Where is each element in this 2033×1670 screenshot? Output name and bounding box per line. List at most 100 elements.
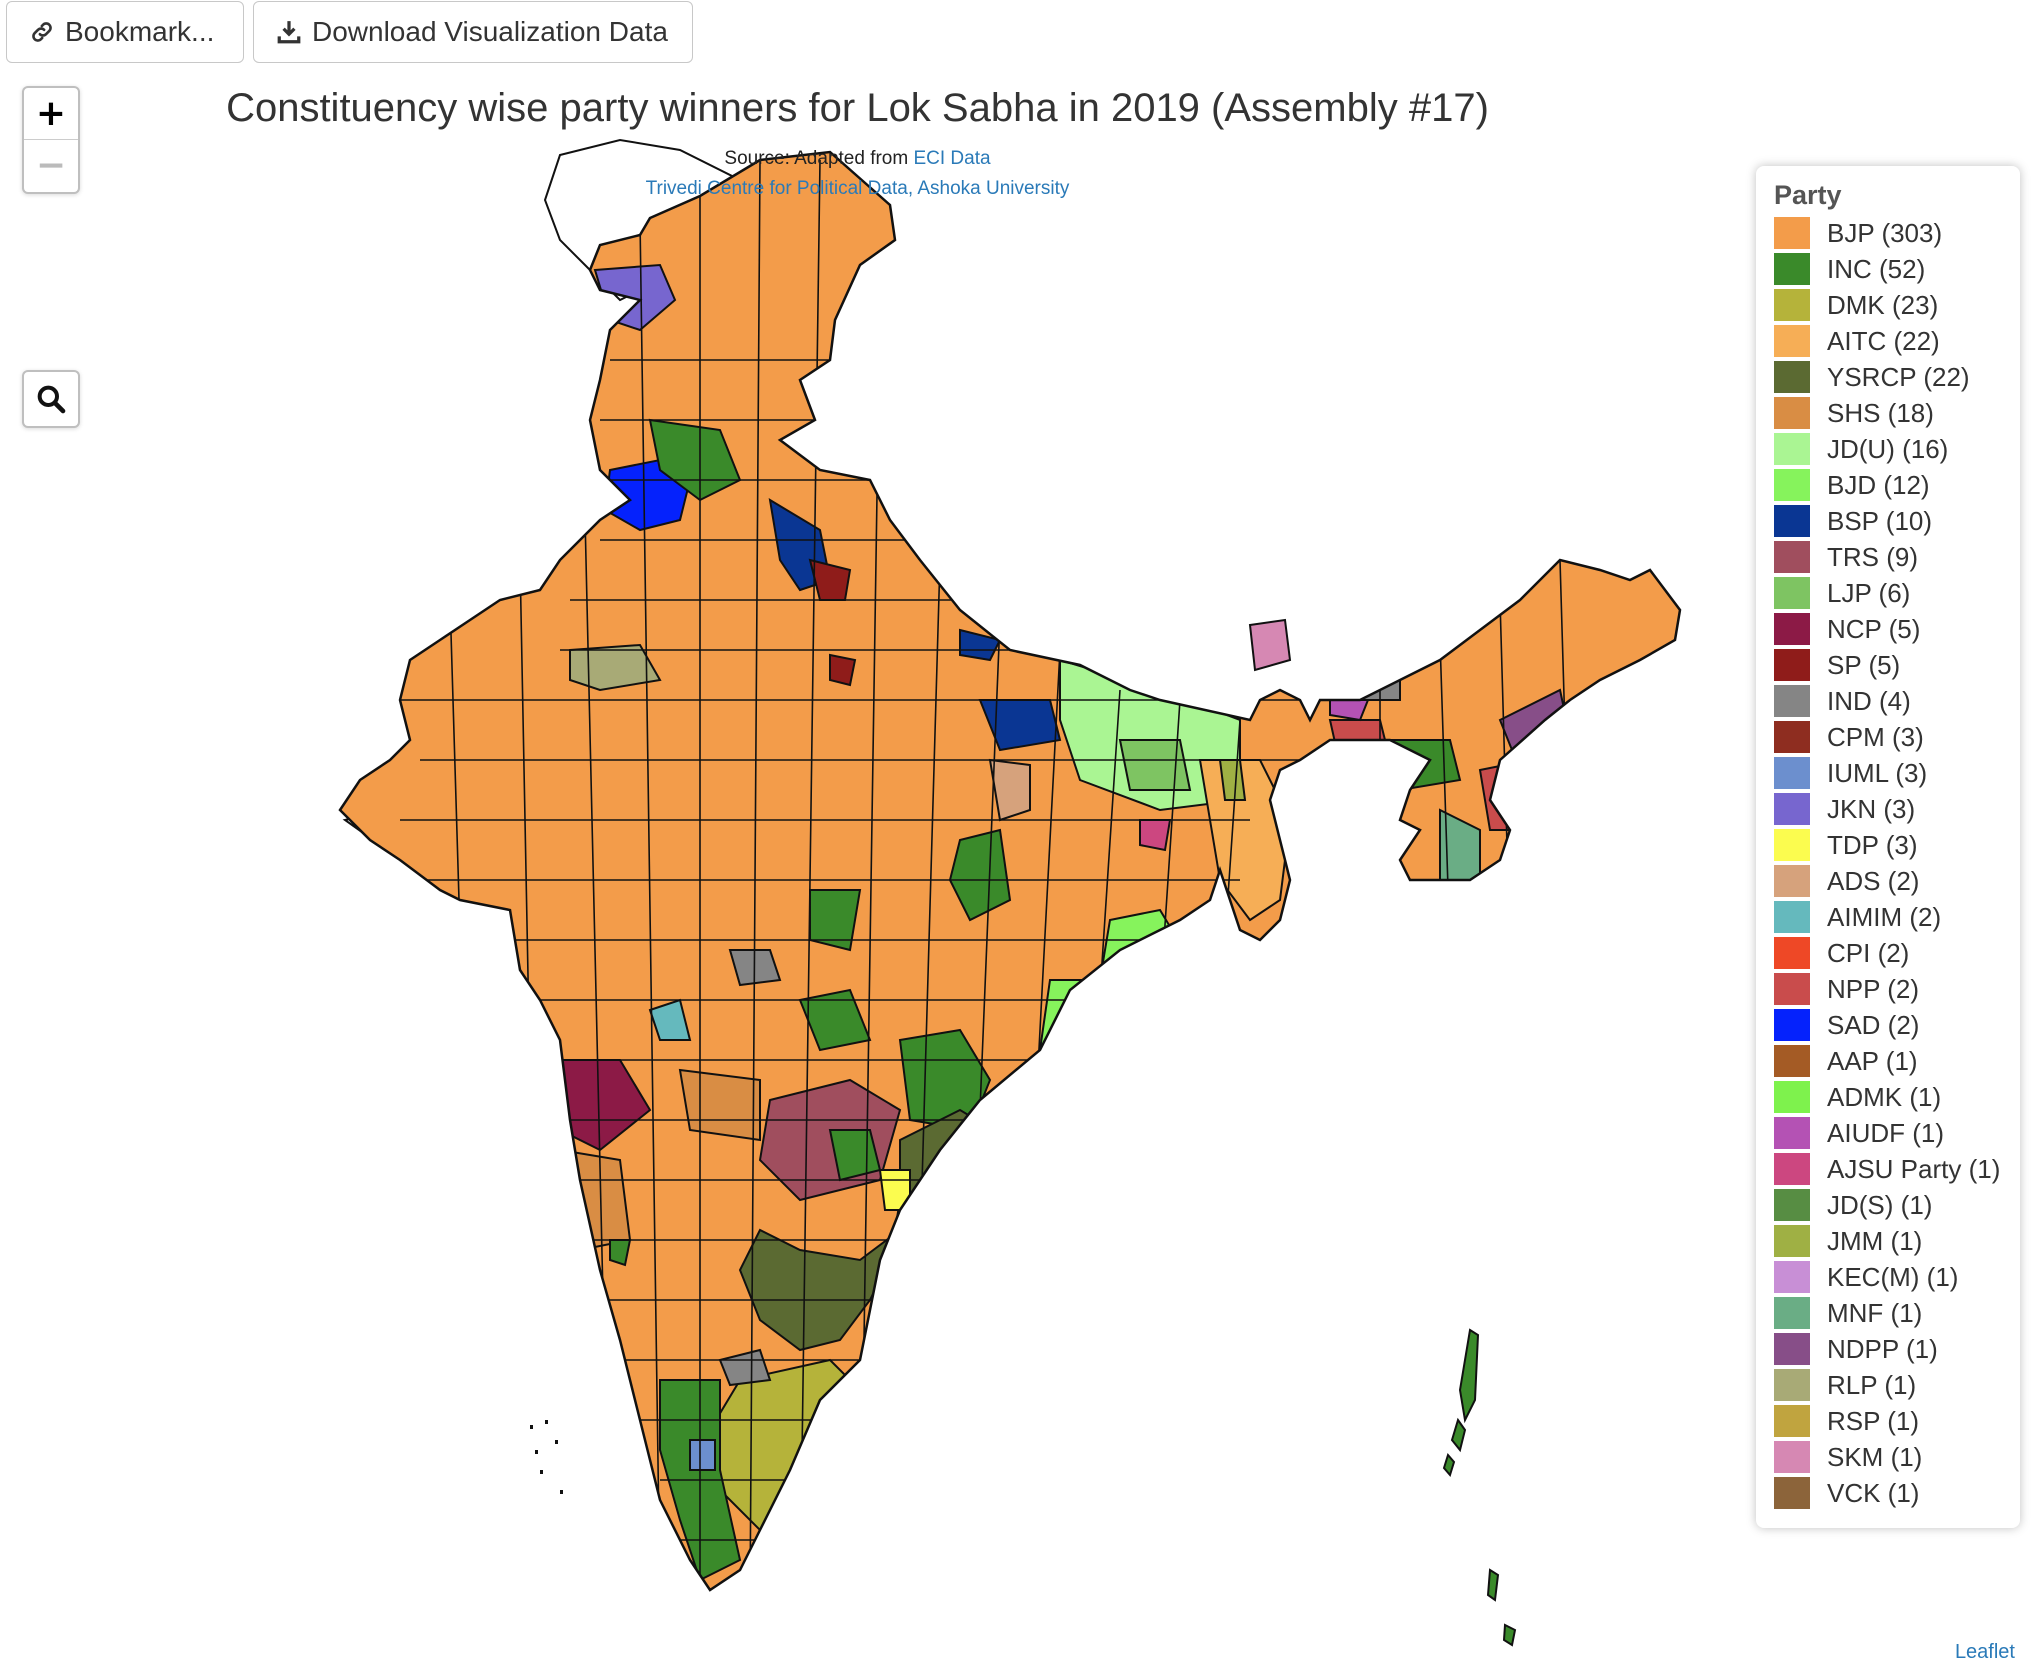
legend-item: INC (52) xyxy=(1774,251,2020,287)
download-data-button[interactable]: Download Visualization Data xyxy=(253,1,693,63)
legend-label: JD(S) (1) xyxy=(1827,1189,1933,1220)
legend-item: SKM (1) xyxy=(1774,1439,2020,1475)
legend-label: CPI (2) xyxy=(1827,937,1910,968)
legend-item: AIMIM (2) xyxy=(1774,899,2020,935)
legend-swatch xyxy=(1774,1225,1810,1257)
legend-item: LJP (6) xyxy=(1774,575,2020,611)
legend-swatch xyxy=(1774,433,1810,465)
legend-swatch xyxy=(1774,1297,1810,1329)
legend-label: CPM (3) xyxy=(1827,721,1924,752)
legend-swatch xyxy=(1774,721,1810,753)
legend-swatch xyxy=(1774,289,1810,321)
source-prefix: Source: Adapted from xyxy=(724,148,914,169)
legend-label: VCK (1) xyxy=(1827,1477,1920,1508)
legend-swatch xyxy=(1774,865,1810,897)
legend-item: CPI (2) xyxy=(1774,935,2020,971)
legend-swatch xyxy=(1774,397,1810,429)
legend-swatch xyxy=(1774,1189,1810,1221)
legend-item: AITC (22) xyxy=(1774,323,2020,359)
legend-label: AIUDF (1) xyxy=(1827,1117,1944,1148)
party-legend: Party BJP (303) INC (52) DMK (23) AITC (22)… xyxy=(1756,166,2020,1528)
legend-item: MNF (1) xyxy=(1774,1295,2020,1331)
legend-item: JD(U) (16) xyxy=(1774,431,2020,467)
legend-swatch xyxy=(1774,1009,1810,1041)
legend-label: NCP (5) xyxy=(1827,613,1921,644)
legend-label: NPP (2) xyxy=(1827,973,1919,1004)
legend-swatch xyxy=(1774,361,1810,393)
legend-item: NCP (5) xyxy=(1774,611,2020,647)
legend-item: SHS (18) xyxy=(1774,395,2020,431)
legend-label: SP (5) xyxy=(1827,649,1901,680)
legend-label: SHS (18) xyxy=(1827,397,1934,428)
tcpd-credit-link[interactable]: Trivedi Centre for Political Data, Ashok… xyxy=(645,178,1070,199)
legend-item: AAP (1) xyxy=(1774,1043,2020,1079)
legend-label: AAP (1) xyxy=(1827,1045,1918,1076)
bookmark-label: Bookmark... xyxy=(65,16,215,47)
legend-item: RSP (1) xyxy=(1774,1403,2020,1439)
legend-label: JKN (3) xyxy=(1827,793,1916,824)
bookmark-button[interactable]: Bookmark... xyxy=(6,1,244,63)
legend-item: NDPP (1) xyxy=(1774,1331,2020,1367)
legend-item: ADMK (1) xyxy=(1774,1079,2020,1115)
legend-label: DMK (23) xyxy=(1827,289,1939,320)
legend-item: NPP (2) xyxy=(1774,971,2020,1007)
legend-item: BJP (303) xyxy=(1774,215,2020,251)
legend-label: IND (4) xyxy=(1827,685,1911,716)
eci-data-link[interactable]: ECI Data xyxy=(913,148,991,169)
legend-item: JKN (3) xyxy=(1774,791,2020,827)
zoom-out-button[interactable]: − xyxy=(35,145,67,186)
legend-swatch xyxy=(1774,1045,1810,1077)
sikkim-region xyxy=(1248,618,1292,672)
legend-swatch xyxy=(1774,577,1810,609)
legend-swatch xyxy=(1774,1081,1810,1113)
legend-item: SAD (2) xyxy=(1774,1007,2020,1043)
legend-label: JMM (1) xyxy=(1827,1225,1923,1256)
legend-label: SAD (2) xyxy=(1827,1009,1920,1040)
legend-label: IUML (3) xyxy=(1827,757,1928,788)
legend-swatch xyxy=(1774,757,1810,789)
legend-swatch xyxy=(1774,829,1810,861)
legend-label: RSP (1) xyxy=(1827,1405,1919,1436)
legend-swatch xyxy=(1774,1153,1810,1185)
legend-item: KEC(M) (1) xyxy=(1774,1259,2020,1295)
legend-item: VCK (1) xyxy=(1774,1475,2020,1511)
legend-item: TDP (3) xyxy=(1774,827,2020,863)
legend-item: YSRCP (22) xyxy=(1774,359,2020,395)
legend-item: ADS (2) xyxy=(1774,863,2020,899)
legend-item: JMM (1) xyxy=(1774,1223,2020,1259)
legend-item: IND (4) xyxy=(1774,683,2020,719)
map-search-button[interactable] xyxy=(22,370,80,428)
legend-swatch xyxy=(1774,217,1810,249)
map-title: Constituency wise party winners for Lok … xyxy=(226,86,1489,130)
legend-label: ADMK (1) xyxy=(1827,1081,1942,1112)
legend-label: TRS (9) xyxy=(1827,541,1918,572)
legend-label: AIMIM (2) xyxy=(1827,901,1942,932)
legend-item: RLP (1) xyxy=(1774,1367,2020,1403)
legend-swatch xyxy=(1774,325,1810,357)
legend-swatch xyxy=(1774,793,1810,825)
legend-label: TDP (3) xyxy=(1827,829,1918,860)
legend-label: NDPP (1) xyxy=(1827,1333,1938,1364)
legend-item: TRS (9) xyxy=(1774,539,2020,575)
legend-label: JD(U) (16) xyxy=(1827,433,1949,464)
legend-item: JD(S) (1) xyxy=(1774,1187,2020,1223)
leaflet-attribution-link[interactable]: Leaflet xyxy=(1954,1641,2015,1663)
legend-label: KEC(M) (1) xyxy=(1827,1261,1959,1292)
legend-item: SP (5) xyxy=(1774,647,2020,683)
legend-item: AIUDF (1) xyxy=(1774,1115,2020,1151)
legend-label: MNF (1) xyxy=(1827,1297,1923,1328)
legend-label: RLP (1) xyxy=(1827,1369,1917,1400)
legend-label: YSRCP (22) xyxy=(1827,361,1970,392)
legend-title: Party xyxy=(1774,180,1842,210)
legend-swatch xyxy=(1774,1477,1810,1509)
zoom-in-button[interactable]: + xyxy=(24,88,78,140)
download-icon xyxy=(277,21,301,44)
legend-swatch xyxy=(1774,973,1810,1005)
legend-items: BJP (303) INC (52) DMK (23) AITC (22) YSRCP … xyxy=(1774,215,2020,1511)
legend-swatch xyxy=(1774,1117,1810,1149)
legend-swatch xyxy=(1774,1405,1810,1437)
legend-item: BSP (10) xyxy=(1774,503,2020,539)
legend-swatch xyxy=(1774,685,1810,717)
